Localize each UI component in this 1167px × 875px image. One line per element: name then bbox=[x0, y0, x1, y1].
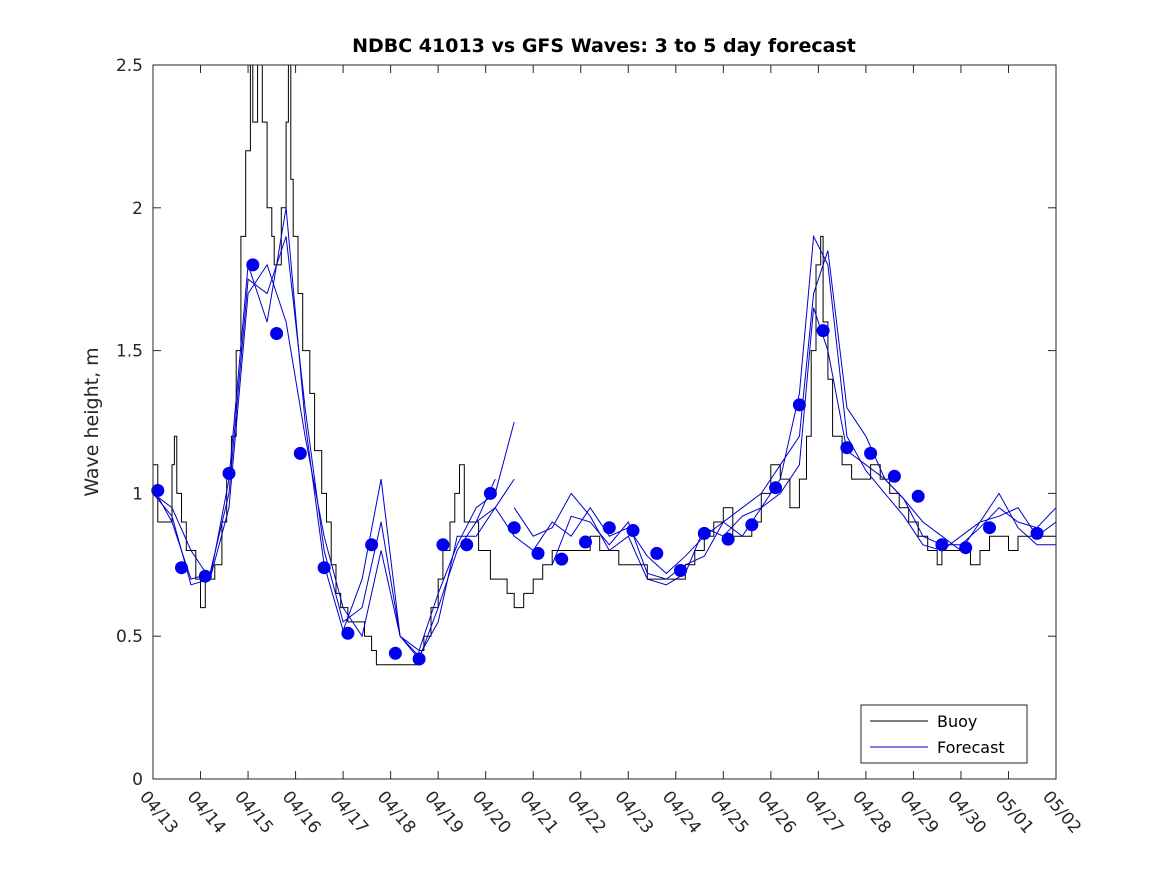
x-tick-label: 04/19 bbox=[420, 787, 467, 837]
forecast-marker bbox=[650, 546, 664, 560]
forecast-marker bbox=[436, 538, 450, 552]
legend-box bbox=[860, 704, 1028, 764]
forecast-line-5 bbox=[551, 250, 1057, 580]
x-tick-label: 04/20 bbox=[468, 787, 515, 837]
forecast-marker bbox=[460, 538, 474, 552]
forecast-marker bbox=[745, 518, 759, 532]
x-tick-label: 04/16 bbox=[278, 787, 325, 837]
forecast-marker bbox=[887, 469, 901, 483]
legend-forecast-label: Forecast bbox=[937, 738, 1005, 757]
forecast-marker bbox=[317, 561, 331, 575]
x-tick-label: 04/23 bbox=[610, 787, 657, 837]
chart-title: NDBC 41013 vs GFS Waves: 3 to 5 day fore… bbox=[352, 35, 856, 57]
y-axis-label: Wave height, m bbox=[81, 347, 103, 496]
x-tick-label: 04/25 bbox=[705, 787, 752, 837]
buoy-series bbox=[153, 64, 1057, 666]
forecast-marker bbox=[674, 564, 687, 577]
x-tick-label: 04/27 bbox=[801, 787, 848, 837]
x-tick-label: 05/01 bbox=[991, 787, 1038, 837]
forecast-marker bbox=[840, 441, 854, 455]
forecast-line-2 bbox=[152, 207, 515, 652]
y-tick-label: 0 bbox=[132, 770, 143, 790]
forecast-marker bbox=[388, 646, 402, 660]
y-tick-label: 1.5 bbox=[116, 342, 143, 362]
x-tick-label: 04/14 bbox=[183, 787, 230, 837]
x-tick-label: 04/28 bbox=[848, 787, 895, 837]
forecast-markers bbox=[151, 258, 1044, 666]
buoy-line bbox=[153, 64, 1057, 666]
x-tick-labels: 04/13 04/14 04/15 04/16 04/17 04/18 04/19 04/20… bbox=[135, 787, 1085, 837]
forecast-marker bbox=[222, 466, 236, 480]
forecast-marker bbox=[555, 552, 569, 566]
forecast-marker bbox=[507, 521, 521, 535]
y-tick-label: 0.5 bbox=[116, 627, 143, 647]
forecast-marker bbox=[769, 481, 783, 495]
x-tick-label: 04/21 bbox=[515, 787, 562, 837]
forecast-marker bbox=[483, 486, 497, 500]
forecast-marker bbox=[935, 538, 949, 552]
y-tick-label: 2.5 bbox=[116, 56, 143, 76]
x-tick-label: 04/13 bbox=[135, 787, 182, 837]
forecast-marker bbox=[341, 626, 355, 640]
forecast-marker bbox=[721, 532, 735, 546]
forecast-marker bbox=[1030, 526, 1044, 540]
legend: Buoy Forecast bbox=[860, 704, 1028, 764]
x-tick-label: 05/02 bbox=[1038, 787, 1085, 837]
forecast-marker bbox=[911, 489, 925, 503]
x-tick-label: 04/18 bbox=[373, 787, 420, 837]
forecast-marker bbox=[983, 521, 996, 535]
x-tick-label: 04/30 bbox=[943, 787, 990, 837]
forecast-marker bbox=[293, 446, 307, 460]
forecast-marker bbox=[531, 546, 545, 560]
forecast-series bbox=[152, 207, 1057, 660]
x-tick-label: 04/17 bbox=[325, 787, 372, 837]
y-tick-label: 1 bbox=[132, 484, 143, 504]
forecast-line-4 bbox=[513, 234, 1056, 586]
forecast-marker bbox=[412, 652, 426, 666]
forecast-marker bbox=[151, 484, 165, 497]
forecast-marker bbox=[959, 541, 973, 555]
x-tick-label: 04/26 bbox=[753, 787, 800, 837]
x-tick-label: 04/24 bbox=[658, 787, 705, 837]
forecast-marker bbox=[198, 569, 212, 583]
forecast-marker bbox=[270, 327, 284, 340]
x-tick-label: 04/29 bbox=[896, 787, 943, 837]
y-tick-labels: 0 0.5 1 1.5 2 2.5 bbox=[116, 56, 143, 790]
forecast-marker bbox=[626, 524, 640, 537]
forecast-marker bbox=[864, 446, 878, 460]
plot-background bbox=[153, 65, 1056, 779]
forecast-marker bbox=[816, 324, 830, 338]
forecast-marker bbox=[246, 258, 260, 272]
y-tick-label: 2 bbox=[132, 199, 143, 219]
forecast-marker bbox=[579, 535, 592, 549]
legend-buoy-label: Buoy bbox=[937, 712, 977, 731]
plot-frame bbox=[152, 64, 1057, 780]
forecast-line-3 bbox=[475, 307, 1057, 575]
forecast-marker bbox=[792, 398, 806, 412]
forecast-marker bbox=[365, 538, 379, 552]
forecast-marker bbox=[602, 521, 616, 535]
forecast-marker bbox=[697, 526, 711, 540]
forecast-marker bbox=[175, 561, 188, 575]
x-tick-label: 04/15 bbox=[230, 787, 277, 837]
x-tick-label: 04/22 bbox=[563, 787, 610, 837]
